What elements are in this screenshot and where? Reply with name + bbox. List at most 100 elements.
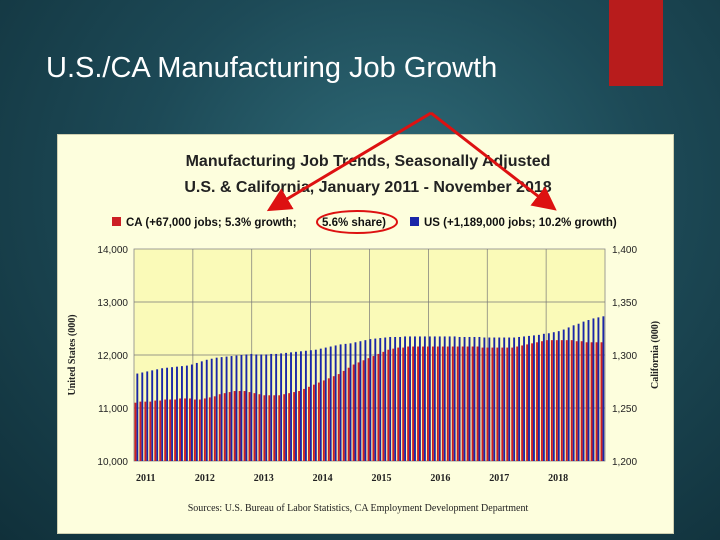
bar-us [364,340,367,461]
bar-ca [461,346,464,461]
x-tick-year: 2012 [195,473,215,484]
bar-ca [541,341,543,461]
x-tick-year: 2014 [313,473,333,484]
chart-title-line1: Manufacturing Job Trends, Seasonally Adj… [186,153,551,170]
bar-ca [560,340,563,461]
bar-us [141,372,144,461]
y-tick-right: 1,400 [612,245,637,256]
bar-us [528,335,530,461]
bar-ca [332,376,335,461]
legend-swatch-us [410,217,419,226]
bar-us [166,367,169,461]
bar-ca [377,353,380,461]
x-tick-year: 2018 [548,473,568,484]
bar-us [270,353,273,461]
y-tick-right: 1,350 [612,298,637,309]
bar-us [309,350,312,461]
bar-ca [382,351,385,461]
bar-ca [536,342,538,461]
bar-ca [303,388,305,461]
bar-ca [585,342,588,461]
bar-us [265,354,268,461]
bar-ca [208,397,211,461]
bar-ca [412,346,415,461]
chart: Manufacturing Job Trends, Seasonally Adj… [67,153,661,514]
bar-us [602,316,605,461]
bar-us [299,351,302,461]
bar-ca [486,347,489,461]
x-tick-year: 2016 [430,473,450,484]
legend-label-ca-share: 5.6% share) [322,217,386,229]
bar-ca [218,394,221,461]
bar-us [136,373,139,461]
bar-ca [203,398,206,461]
bar-us [195,362,198,461]
bar-ca [362,360,365,461]
bar-us [290,352,292,461]
bar-us [409,336,411,461]
bar-us [508,337,511,461]
bar-us [433,336,436,461]
bar-ca [298,391,300,461]
bar-ca [342,370,345,461]
bar-ca [317,382,320,461]
chart-source: Sources: U.S. Bureau of Labor Statistics… [188,503,529,514]
bar-us [443,336,446,461]
bar-ca [184,398,186,461]
bar-ca [347,367,350,461]
bar-us [374,338,377,461]
bar-us [418,336,421,461]
bar-us [146,371,149,461]
bar-ca [531,343,534,461]
bar-ca [144,401,147,461]
bar-us [498,337,501,461]
bar-ca [322,380,325,461]
y-tick-right: 1,200 [612,457,637,468]
bar-us [513,337,516,461]
legend-label-ca: CA (+67,000 jobs; 5.3% growth; [126,217,297,229]
bar-us [404,336,406,461]
bar-ca [431,346,434,461]
bar-ca [278,395,281,461]
bar-ca [555,340,558,461]
bar-ca [357,362,360,461]
bar-us [255,354,258,461]
bar-ca [595,342,598,461]
bar-us [280,353,283,461]
legend-swatch-ca [112,217,121,226]
bar-ca [149,401,152,461]
bar-us [161,368,164,461]
bar-us [582,321,585,461]
bar-us [314,349,317,461]
bar-ca [417,346,419,461]
bar-us [210,358,213,461]
bar-ca [476,346,479,461]
bar-ca [392,348,395,461]
bar-ca [511,347,514,461]
bar-ca [243,391,246,461]
y-ticks-left: 14,000 13,000 12,000 11,000 10,000 [97,245,128,468]
bar-us [453,336,456,461]
bar-ca [491,347,494,461]
bar-us [577,323,580,461]
bar-ca [387,349,390,461]
bar-ca [397,347,400,461]
bar-ca [193,399,196,461]
bar-us [587,320,590,461]
bar-us [557,331,560,461]
bar-ca [139,401,142,461]
bar-ca [312,384,315,461]
bar-ca [402,347,405,461]
share-highlight-circle [316,210,398,234]
bar-ca [422,346,424,461]
bar-ca [253,393,256,461]
bar-ca [189,398,191,461]
bar-ca [159,400,162,461]
accent-block [609,0,663,86]
y-axis-label-left: United States (000) [67,314,78,395]
bar-us [518,336,521,461]
bar-us [230,356,233,461]
bar-us [394,336,397,461]
y-tick-right: 1,300 [612,351,637,362]
bar-ca [352,364,355,461]
